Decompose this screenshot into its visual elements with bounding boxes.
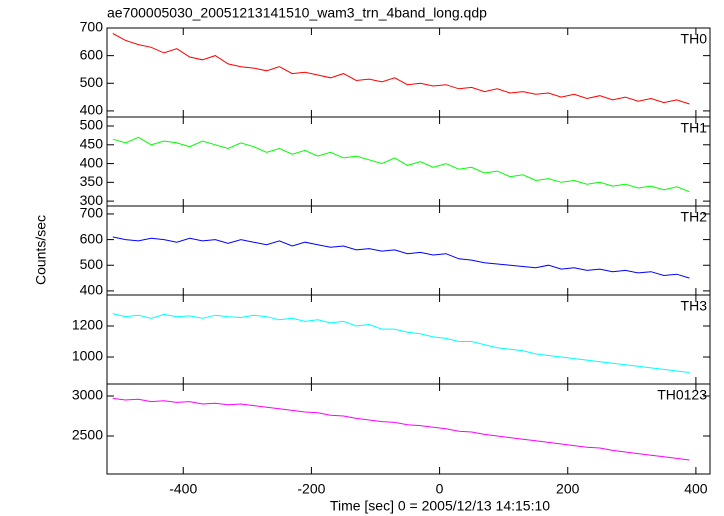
y-tick-label: 300 bbox=[80, 192, 104, 208]
y-tick-label: 1000 bbox=[72, 348, 103, 364]
y-tick-label: 350 bbox=[80, 173, 104, 189]
legend-label: TH2 bbox=[681, 209, 708, 225]
y-tick-label: 700 bbox=[80, 19, 104, 35]
legend-label: TH1 bbox=[681, 120, 708, 136]
y-tick-label: 400 bbox=[80, 282, 104, 298]
panel-frame bbox=[106, 383, 711, 475]
panel-frame bbox=[106, 294, 711, 385]
y-tick-label: 400 bbox=[80, 154, 104, 170]
x-tick-label: -400 bbox=[169, 481, 197, 497]
series-line bbox=[112, 397, 690, 461]
x-tick-label: -200 bbox=[297, 481, 325, 497]
y-tick-label: 2500 bbox=[72, 427, 103, 443]
y-tick-label: 500 bbox=[80, 74, 104, 90]
series-line bbox=[112, 236, 690, 279]
y-tick-label: 500 bbox=[80, 256, 104, 272]
legend-label: TH3 bbox=[681, 298, 708, 314]
panel-frame bbox=[106, 27, 711, 118]
x-tick-label: 0 bbox=[436, 481, 444, 497]
y-axis-label: Counts/sec bbox=[33, 215, 49, 285]
y-tick-label: 600 bbox=[80, 46, 104, 62]
x-tick-label: 400 bbox=[684, 481, 708, 497]
chart-title: ae700005030_20051213141510_wam3_trn_4ban… bbox=[107, 5, 487, 21]
x-axis-label: Time [sec] 0 = 2005/12/13 14:15:10 bbox=[330, 498, 550, 514]
y-tick-label: 600 bbox=[80, 230, 104, 246]
y-tick-label: 500 bbox=[80, 117, 104, 133]
y-tick-label: 700 bbox=[80, 205, 104, 221]
series-line bbox=[112, 313, 690, 373]
series-line bbox=[112, 136, 690, 193]
legend-label: TH0123 bbox=[657, 387, 707, 403]
y-tick-label: 400 bbox=[80, 102, 104, 118]
y-tick-label: 450 bbox=[80, 135, 104, 151]
panel-frame bbox=[106, 205, 711, 296]
y-tick-label: 3000 bbox=[72, 387, 103, 403]
x-tick-label: 200 bbox=[556, 481, 580, 497]
legend-label: TH0 bbox=[681, 31, 708, 47]
series-line bbox=[112, 33, 690, 105]
y-tick-label: 1200 bbox=[72, 317, 103, 333]
panel-frame bbox=[106, 116, 711, 207]
